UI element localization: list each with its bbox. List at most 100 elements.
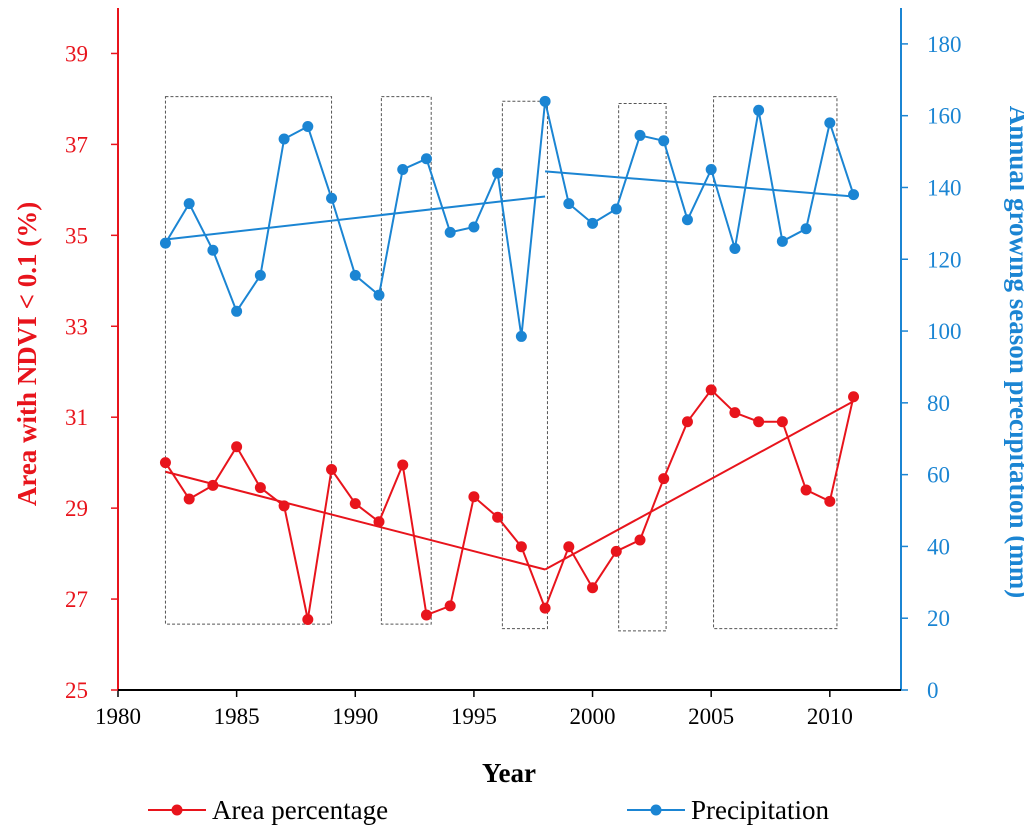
y-left-tick-label-31: 31 [65, 405, 88, 430]
legend-label-area: Area percentage [212, 795, 388, 825]
y-left-tick-label-25: 25 [65, 678, 88, 703]
y-right-tick-label-160: 160 [927, 104, 962, 129]
data-point-precipitation-2005 [705, 164, 717, 176]
data-point-area-2001 [610, 545, 622, 557]
y-axis-right-title: Annual growing season precipitation (mm) [1004, 106, 1024, 599]
data-point-precipitation-1995 [468, 221, 480, 233]
data-point-precipitation-2000 [587, 217, 599, 229]
data-point-area-2000 [587, 582, 599, 594]
data-point-area-2002 [634, 534, 646, 546]
trend-lines [165, 170, 855, 571]
data-series [159, 95, 860, 626]
data-point-precipitation-1998 [539, 95, 551, 107]
data-point-precipitation-1996 [492, 167, 504, 179]
data-point-area-1996 [492, 511, 504, 523]
data-point-area-1988 [302, 614, 314, 626]
data-point-precipitation-1994 [444, 226, 456, 238]
data-point-area-2007 [753, 416, 765, 428]
data-point-precipitation-2006 [729, 242, 741, 254]
data-point-precipitation-1985 [231, 305, 243, 317]
legend-label-precipitation: Precipitation [691, 795, 829, 825]
trend-line-0 [165, 470, 546, 571]
y-right-tick-label-80: 80 [927, 391, 950, 416]
data-point-area-2004 [681, 416, 693, 428]
highlight-period-box-2 [501, 100, 548, 630]
legend-item-area: Area percentage [148, 795, 388, 825]
data-point-precipitation-1984 [207, 244, 219, 256]
data-point-area-2006 [729, 407, 741, 419]
x-tick-label-2000: 2000 [570, 704, 616, 729]
y-right-tick-label-60: 60 [927, 463, 950, 488]
data-point-precipitation-2008 [776, 235, 788, 247]
data-point-precipitation-1982 [159, 237, 171, 249]
data-point-precipitation-2007 [753, 104, 765, 116]
data-point-area-1982 [159, 457, 171, 469]
data-point-precipitation-1990 [349, 269, 361, 281]
data-point-area-1990 [349, 498, 361, 510]
y-axis-left-title: Area with NDVI < 0.1 (%) [12, 202, 42, 506]
data-point-area-2011 [848, 391, 860, 403]
data-point-precipitation-1987 [278, 133, 290, 145]
axes: 1980 1985 1990 1995 2000 2005 2010 25 27 29 31 33 35… [65, 8, 962, 729]
data-point-area-2008 [776, 416, 788, 428]
data-point-precipitation-2011 [848, 189, 860, 201]
data-point-precipitation-1989 [326, 192, 338, 204]
data-point-area-1986 [254, 482, 266, 494]
highlight-period-box-3 [618, 102, 667, 632]
data-point-area-1987 [278, 500, 290, 512]
x-tick-label-1995: 1995 [451, 704, 497, 729]
data-point-area-1999 [563, 541, 575, 553]
data-point-area-2003 [658, 473, 670, 485]
legend: Area percentage Precipitation [148, 795, 829, 825]
data-point-precipitation-1991 [373, 289, 385, 301]
data-point-precipitation-2002 [634, 129, 646, 141]
legend-marker-precipitation [650, 804, 662, 816]
data-point-area-1989 [326, 463, 338, 475]
data-point-area-1991 [373, 516, 385, 528]
data-point-precipitation-1993 [420, 153, 432, 165]
data-point-area-1983 [183, 493, 195, 505]
y-left-tick-label-35: 35 [65, 223, 88, 248]
data-point-precipitation-1997 [515, 330, 527, 342]
x-tick-label-1980: 1980 [95, 704, 141, 729]
y-left-tick-label-33: 33 [65, 314, 88, 339]
series-line-area [164, 388, 855, 620]
trend-line-3 [545, 170, 854, 198]
data-point-precipitation-2010 [824, 117, 836, 129]
data-point-area-1993 [420, 609, 432, 621]
data-point-area-1995 [468, 491, 480, 503]
y-right-tick-label-120: 120 [927, 247, 962, 272]
y-right-tick-label-180: 180 [927, 32, 962, 57]
data-point-area-1992 [397, 459, 409, 471]
data-point-precipitation-1988 [302, 120, 314, 132]
y-right-tick-label-0: 0 [927, 678, 939, 703]
data-point-precipitation-1992 [397, 164, 409, 176]
data-point-precipitation-1986 [254, 269, 266, 281]
legend-marker-area [171, 804, 183, 816]
data-point-precipitation-2009 [800, 223, 812, 235]
highlight-period-box-4 [713, 96, 838, 630]
highlight-period-box-1 [380, 96, 432, 625]
data-point-precipitation-1999 [563, 198, 575, 210]
data-point-area-2005 [705, 384, 717, 396]
y-left-tick-label-37: 37 [65, 132, 88, 157]
data-point-precipitation-1983 [183, 198, 195, 210]
data-point-area-2010 [824, 495, 836, 507]
x-tick-label-2010: 2010 [807, 704, 853, 729]
y-left-tick-label-27: 27 [65, 587, 88, 612]
y-left-tick-label-39: 39 [65, 41, 88, 66]
series-line-precipitation [164, 101, 855, 337]
data-point-area-1998 [539, 602, 551, 614]
y-right-tick-label-140: 140 [927, 175, 962, 200]
data-point-area-1994 [444, 600, 456, 612]
trend-line-1 [544, 400, 855, 571]
y-left-tick-label-29: 29 [65, 496, 88, 521]
highlight-period-box-0 [164, 96, 333, 625]
x-tick-label-1985: 1985 [214, 704, 260, 729]
data-point-area-1984 [207, 479, 219, 491]
data-point-precipitation-2003 [658, 135, 670, 147]
x-axis-title: Year [482, 758, 536, 788]
data-point-area-1997 [515, 541, 527, 553]
y-right-tick-label-40: 40 [927, 534, 950, 559]
